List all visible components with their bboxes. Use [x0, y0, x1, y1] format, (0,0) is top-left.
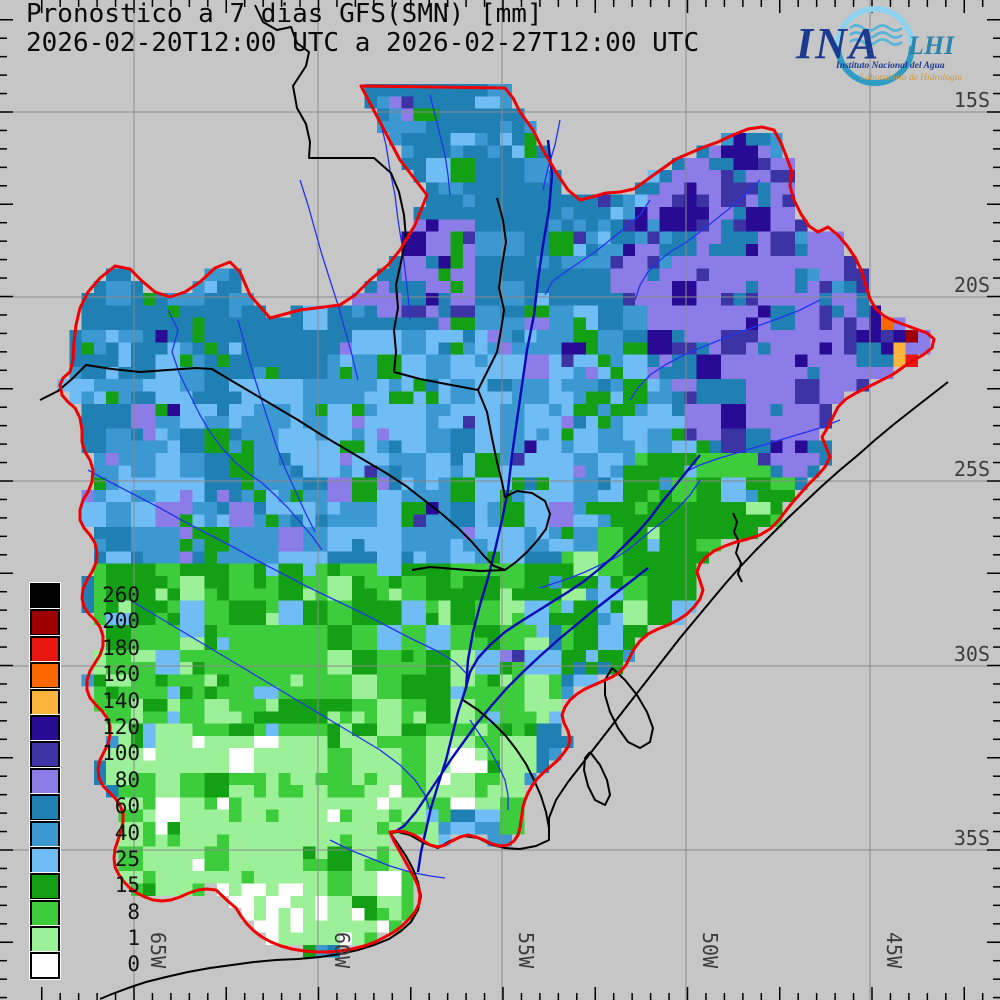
legend-value: 140: [102, 688, 140, 713]
ina-logo: INA LHI Instituto Nacional del Agua Labo…: [795, 6, 962, 86]
legend-value: 200: [102, 609, 140, 634]
legend-value: 15: [114, 873, 140, 898]
legend-value: 0: [127, 952, 140, 977]
title-line2: 2026-02-20T12:00 UTC a 2026-02-27T12:00 …: [26, 28, 700, 58]
legend-swatch: [29, 582, 61, 611]
legend-value: 180: [102, 635, 140, 660]
legend-swatch: [29, 634, 61, 664]
logo-subtitle1: Instituto Nacional del Agua: [835, 61, 945, 71]
legend-swatch: [29, 713, 61, 743]
lat-label: 35S: [954, 826, 990, 850]
lon-label: 45W: [882, 932, 906, 969]
logo-ina-text: INA: [795, 19, 880, 68]
lon-label: 50W: [698, 932, 722, 969]
legend-value: 25: [114, 846, 140, 871]
legend-value: 80: [114, 767, 140, 792]
logo-arc-top-icon: [835, 6, 915, 47]
logo-arc-bottom-icon: [835, 45, 915, 86]
legend-swatch: [29, 898, 61, 928]
basin-outline: [58, 84, 936, 954]
legend-swatch: [29, 687, 61, 717]
title-line1: Pronostico a 7 dias GFS(SMN) [mm]: [26, 0, 543, 29]
legend-swatch: [29, 925, 61, 955]
lat-label: 30S: [954, 642, 990, 666]
legend-swatch: [29, 766, 61, 796]
map-title: Pronostico a 7 dias GFS(SMN) [mm] 2026-0…: [26, 0, 699, 58]
legend-value: 1: [127, 926, 140, 951]
precipitation-raster: [57, 84, 931, 958]
legend-value: 160: [102, 662, 140, 687]
logo-lhi-text: LHI: [907, 31, 955, 60]
legend-swatch: [29, 951, 61, 981]
lon-label: 55W: [514, 932, 538, 969]
lon-label: 65W: [146, 932, 170, 969]
water-waves-icon: [849, 24, 903, 46]
lat-label: 20S: [954, 273, 990, 297]
legend-value: 40: [114, 820, 140, 845]
axis-labels: 15S 20S 25S 30S 35S 65W 60W 55W 50W 45W: [146, 88, 990, 969]
legend-swatch: [29, 661, 61, 691]
legend-swatch: [29, 793, 61, 823]
legend-value: 100: [102, 741, 140, 766]
legend-swatch: [29, 608, 61, 638]
legend-value: 8: [127, 899, 140, 924]
legend-swatch: [29, 819, 61, 849]
lat-label: 15S: [954, 88, 990, 112]
legend-swatch: [29, 845, 61, 875]
legend-value: 60: [114, 794, 140, 819]
lon-label: 60W: [330, 932, 354, 969]
legend-value: 120: [102, 714, 140, 739]
legend-swatch: [29, 872, 61, 902]
logo-subtitle2: Laboratorio de Hidrología: [859, 73, 962, 83]
rivers: [87, 94, 841, 879]
legend-swatch: [29, 740, 61, 770]
lat-label: 25S: [954, 457, 990, 481]
legend-value: 260: [102, 583, 140, 607]
